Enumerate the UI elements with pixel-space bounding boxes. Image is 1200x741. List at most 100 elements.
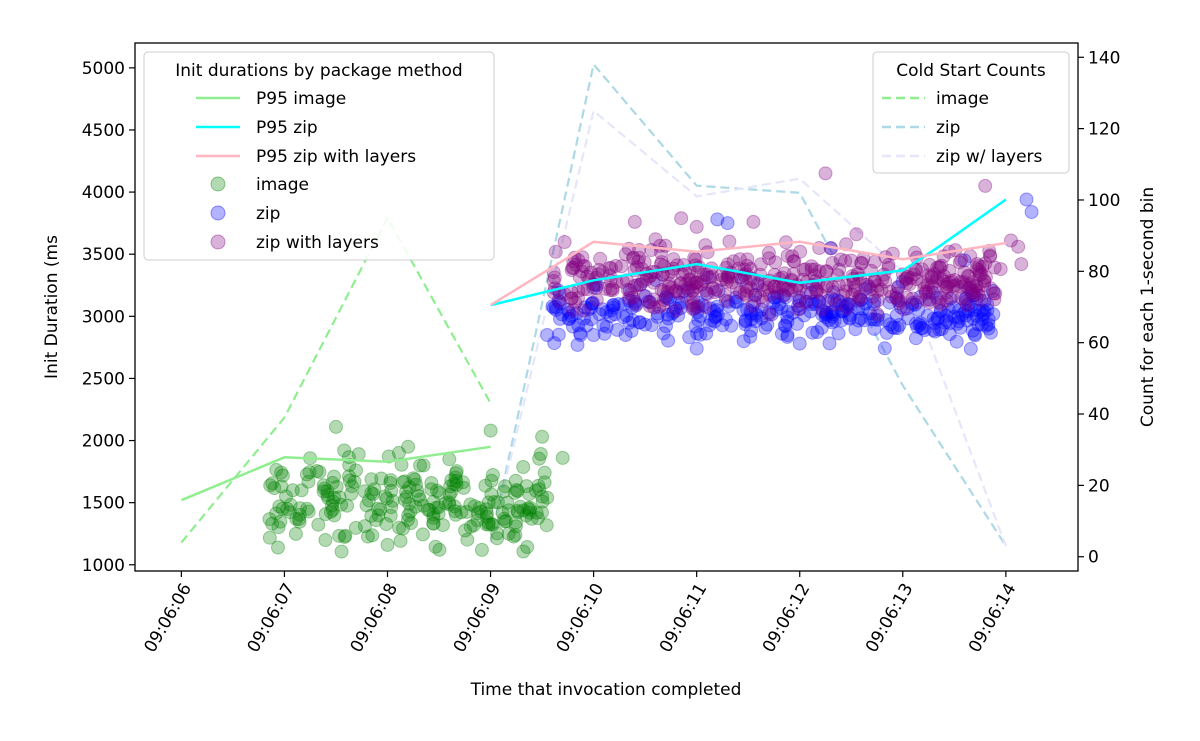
scatter-point-zip [803, 285, 818, 300]
scatter-point-zip-with-layers [987, 286, 1001, 301]
scatter-point-zip-with-layers [930, 260, 945, 275]
scatter-point-zip-with-layers [922, 257, 937, 272]
scatter-point-zip [691, 295, 705, 310]
x-tick-label: 09:06:12 [759, 580, 815, 656]
scatter-point-zip [905, 297, 919, 312]
scatter-point-image [463, 497, 478, 512]
scatter-point-zip [606, 300, 621, 315]
scatter-point-zip [832, 294, 847, 309]
scatter-point-zip-with-layers [636, 288, 651, 303]
scatter-point-zip-with-layers [947, 273, 962, 287]
scatter-point-image [516, 544, 531, 559]
scatter-point-zip [547, 336, 562, 351]
scatter-point-zip-with-layers [942, 263, 957, 278]
scatter-point-zip-with-layers [972, 267, 987, 282]
scatter-point-zip-with-layers [824, 291, 839, 306]
scatter-point-zip-with-layers [720, 274, 734, 289]
scatter-point-image [520, 540, 535, 554]
scatter-point-image [522, 505, 537, 520]
scatter-point-image [496, 484, 511, 499]
scatter-point-image [529, 505, 544, 520]
scatter-point-zip-with-layers [930, 270, 945, 285]
scatter-point-zip-with-layers [870, 293, 885, 308]
scatter-point-zip [628, 296, 642, 311]
scatter-point-image [311, 517, 326, 532]
scatter-point-zip-with-layers [660, 285, 675, 300]
scatter-point-zip [912, 318, 927, 333]
scatter-point-image [396, 521, 410, 536]
scatter-point-zip-with-layers [762, 307, 777, 322]
scatter-point-image [430, 483, 444, 498]
scatter-point-zip-with-layers [627, 278, 642, 293]
scatter-point-image [495, 505, 510, 520]
scatter-point-zip-with-layers [957, 265, 972, 280]
scatter-point-zip-with-layers [714, 272, 729, 287]
scatter-point-image [467, 499, 482, 514]
scatter-point-zip-with-layers [673, 277, 688, 291]
scatter-point-image [267, 481, 282, 496]
scatter-point-zip-with-layers [987, 292, 1002, 307]
scatter-point-zip [878, 313, 893, 328]
scatter-point-zip-with-layers [924, 279, 939, 294]
scatter-point-zip-with-layers [671, 286, 686, 300]
scatter-point-zip [887, 321, 902, 335]
scatter-point-zip [565, 319, 580, 334]
scatter-point-image [535, 505, 549, 520]
scatter-point-image [506, 529, 521, 544]
scatter-point-image [431, 500, 446, 515]
scatter-point-zip [672, 295, 687, 310]
scatter-point-zip [981, 317, 996, 332]
scatter-point-zip [780, 304, 795, 319]
left-legend-title: Init durations by package method [175, 61, 462, 81]
scatter-point-image [359, 498, 374, 513]
scatter-point-image [490, 531, 505, 546]
scatter-point-zip [709, 303, 724, 318]
count-line-zip-w-layers [489, 108, 1007, 547]
scatter-point-zip-with-layers [647, 300, 661, 315]
scatter-point-image [428, 539, 443, 554]
scatter-point-zip [729, 294, 744, 309]
scatter-point-zip-with-layers [939, 280, 954, 294]
scatter-point-zip-with-layers [642, 295, 657, 310]
scatter-point-image [364, 485, 379, 500]
legend-marker-image [210, 176, 226, 192]
scatter-point-zip [656, 326, 671, 341]
scatter-point-zip-with-layers [696, 267, 711, 282]
scatter-point-zip [785, 305, 800, 320]
scatter-point-zip [986, 307, 1001, 322]
scatter-point-zip-with-layers [966, 275, 980, 290]
scatter-point-zip-with-layers [933, 260, 948, 275]
scatter-point-image [470, 513, 485, 528]
y-axis-right: 0 20 40 60 80 100 120 140 [1078, 48, 1120, 568]
scatter-point-zip-with-layers [907, 267, 922, 282]
scatter-point-zip-with-layers [547, 270, 562, 285]
scatter-point-zip-with-layers [564, 291, 579, 306]
scatter-point-zip-with-layers [934, 258, 949, 273]
scatter-point-zip [702, 318, 717, 333]
scatter-point-image [293, 501, 307, 516]
scatter-point-image [444, 484, 459, 499]
scatter-point-zip [819, 306, 834, 321]
scatter-point-zip [728, 294, 743, 309]
scatter-point-image [479, 506, 494, 521]
scatter-point-zip [661, 311, 676, 326]
scatter-point-zip-with-layers [604, 261, 619, 276]
scatter-point-zip-with-layers [818, 166, 833, 181]
scatter-point-image [508, 528, 523, 543]
scatter-point-image [402, 496, 417, 511]
y-left-tick-label: 2000 [82, 432, 125, 452]
scatter-point-zip-with-layers [884, 289, 899, 304]
scatter-point-zip [926, 285, 940, 300]
scatter-point-zip [827, 293, 842, 308]
scatter-point-zip [744, 323, 759, 338]
scatter-point-zip [584, 296, 599, 311]
scatter-point-zip [560, 302, 575, 317]
scatter-point-zip [862, 306, 877, 321]
scatter-point-zip [922, 292, 937, 307]
scatter-point-zip-with-layers [598, 281, 612, 296]
scatter-point-zip [842, 310, 857, 325]
scatter-point-zip [644, 318, 659, 333]
scatter-point-zip-with-layers [921, 268, 936, 283]
scatter-point-image [279, 489, 293, 504]
scatter-point-zip-with-layers [961, 269, 976, 284]
